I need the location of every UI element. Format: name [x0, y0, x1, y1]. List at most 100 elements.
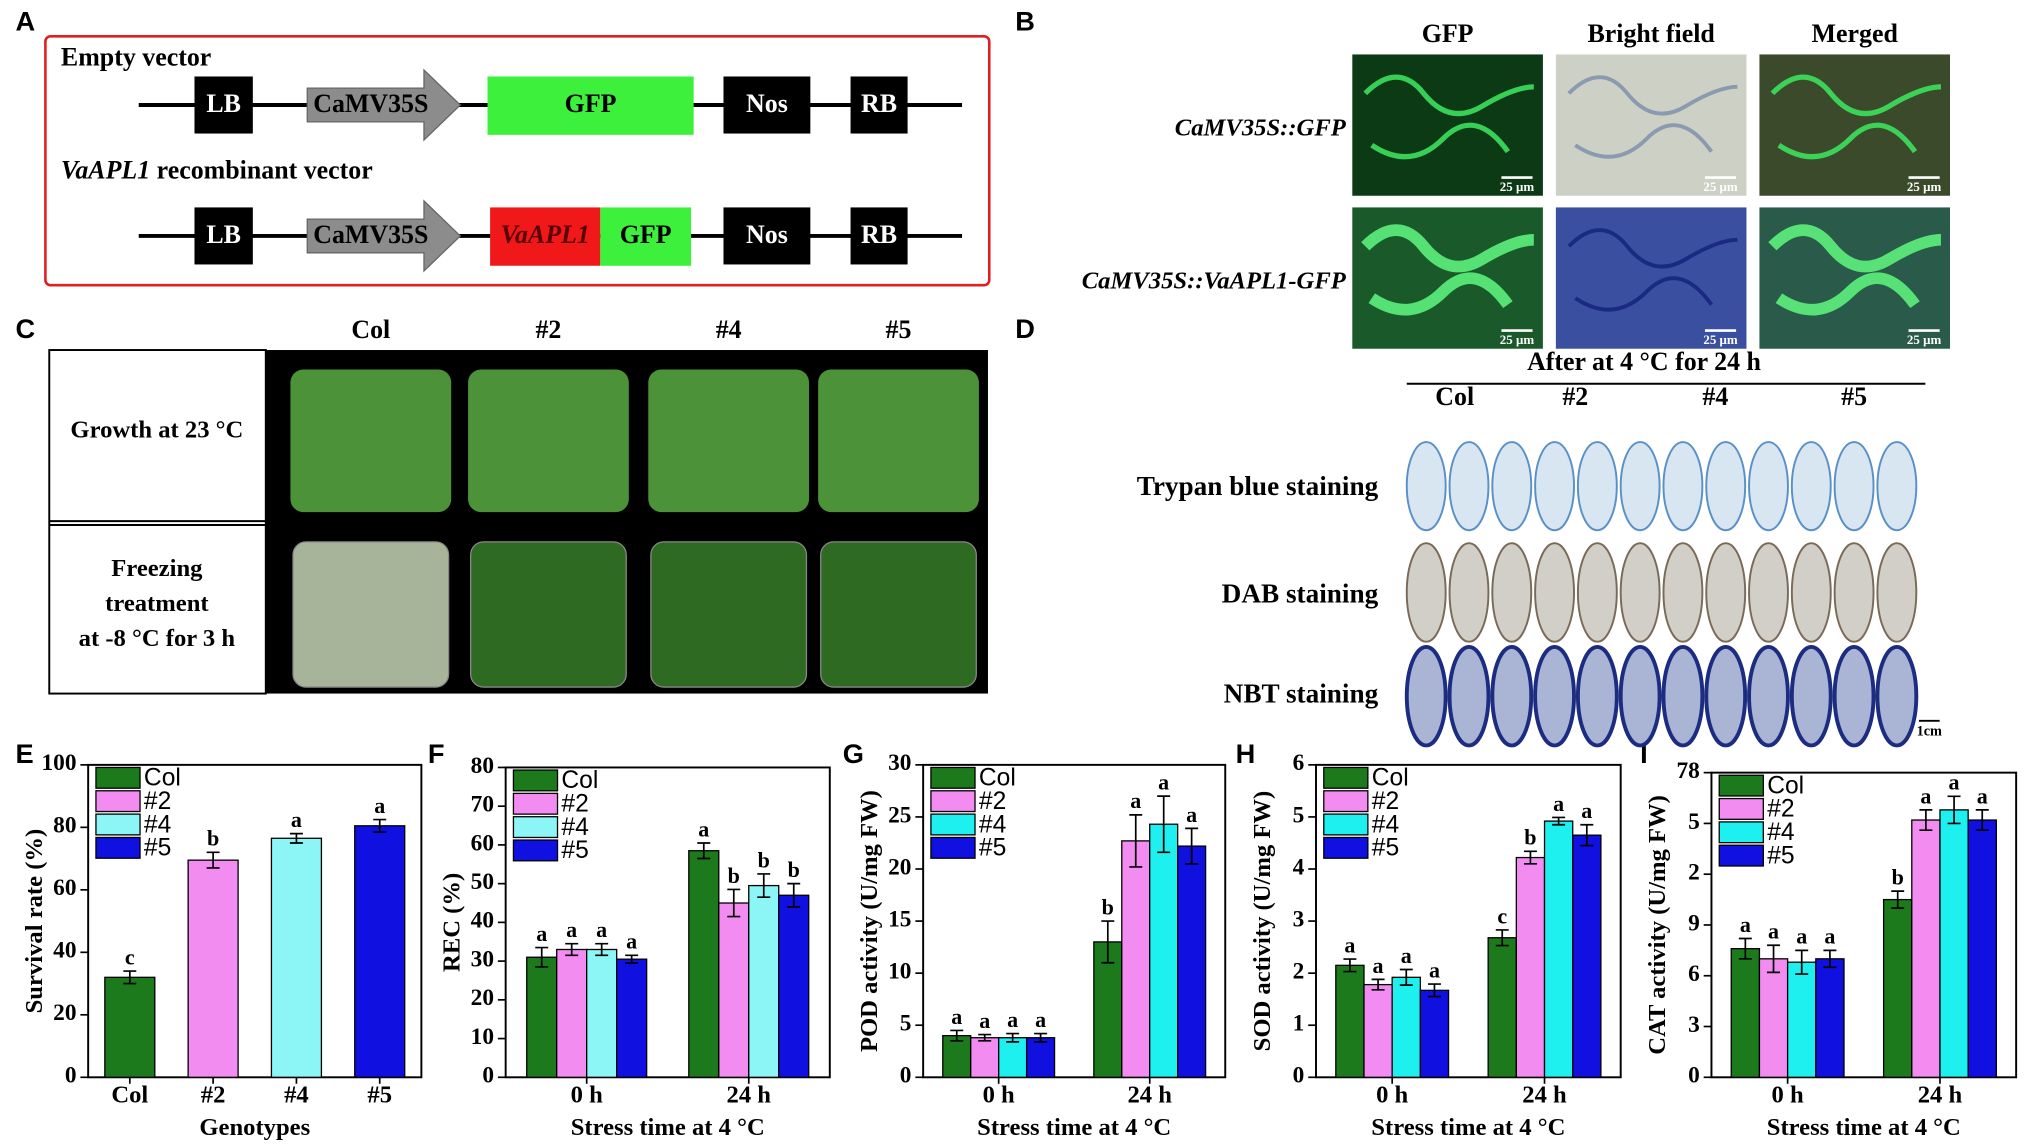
bar — [1391, 976, 1422, 1078]
legend-swatch — [512, 792, 559, 815]
scale-bar-label: 25 μm — [1703, 332, 1738, 347]
significance-letter: a — [1581, 798, 1592, 823]
leaf — [1448, 441, 1490, 532]
bar — [1025, 1037, 1056, 1078]
legend-swatch — [930, 790, 976, 813]
vector-element — [850, 76, 908, 134]
significance-letter: c — [1497, 903, 1507, 928]
legend-swatch — [1323, 790, 1369, 813]
promoter-arrow — [306, 68, 462, 142]
scale-bar-label: 25 μm — [1703, 179, 1738, 194]
legend-label: #4 — [1767, 819, 1794, 846]
vector-frame — [44, 35, 991, 287]
legend-label: Col — [561, 767, 598, 794]
leaf — [1404, 644, 1448, 748]
cell-outline — [1768, 224, 1942, 316]
error-bar — [289, 832, 303, 844]
error-bar — [1523, 850, 1537, 865]
row-label: CaMV35S::VaAPL1-GFP — [1082, 267, 1347, 294]
column-header: #5 — [1841, 382, 1867, 411]
leaf — [1533, 644, 1576, 748]
significance-letter: a — [626, 929, 637, 954]
bar — [1363, 983, 1393, 1078]
vector-element — [487, 76, 694, 135]
legend-swatch — [1718, 774, 1764, 797]
legend-swatch — [95, 766, 141, 789]
significance-letter: a — [1796, 924, 1807, 949]
micrograph — [1555, 54, 1747, 196]
legend-swatch — [512, 769, 559, 792]
y-tick-label: 0 — [900, 1063, 912, 1089]
leaf — [1448, 542, 1490, 643]
significance-letter: c — [125, 944, 135, 969]
column-header: #4 — [716, 315, 742, 344]
bar — [616, 958, 648, 1078]
bar — [718, 902, 750, 1078]
y-tick-label: 60 — [53, 875, 76, 901]
significance-letter: b — [1102, 894, 1114, 919]
legend-swatch — [1323, 813, 1369, 836]
leaf — [1534, 542, 1575, 643]
gene-name: VaAPL1 — [61, 155, 150, 184]
micrograph — [1759, 54, 1951, 196]
x-axis-label: Stress time at 4 °C — [977, 1114, 1171, 1141]
significance-letter: a — [1186, 802, 1197, 827]
legend-swatch — [1323, 766, 1369, 789]
legend-label: #4 — [979, 811, 1006, 838]
bar — [1758, 958, 1789, 1078]
element-label: RB — [861, 89, 897, 118]
y-tick-label: 25 — [888, 802, 911, 828]
bar — [104, 976, 156, 1078]
legend-label: Col — [1767, 772, 1804, 799]
significance-letter: a — [1429, 957, 1440, 982]
legend-swatch — [512, 839, 559, 862]
legend-label: #5 — [144, 835, 171, 862]
y-tick-label: 0 — [1293, 1063, 1305, 1089]
column-header: #4 — [1702, 382, 1728, 411]
y-tick-label: 60 — [471, 830, 494, 856]
error-bar — [757, 873, 771, 899]
y-tick-label: 15 — [888, 906, 911, 932]
legend-label: #2 — [1372, 788, 1399, 815]
legend-swatch — [95, 836, 141, 859]
y-tick-label: 0 — [65, 1063, 77, 1089]
significance-letter: b — [728, 863, 740, 888]
legend-label: #4 — [144, 811, 171, 838]
significance-letter: a — [698, 816, 709, 841]
plant-tray — [292, 541, 450, 688]
significance-letter: a — [1977, 783, 1988, 808]
leaf — [1833, 441, 1875, 532]
bar — [1939, 809, 1969, 1078]
element-label: GFP — [620, 220, 672, 249]
significance-letter: a — [1949, 770, 1960, 795]
significance-letter: a — [536, 921, 547, 946]
y-tick-label: 6 — [1688, 961, 1700, 987]
y-tick-label: 0 — [482, 1063, 494, 1089]
y-tick-label: 1 — [1293, 1011, 1305, 1037]
x-tick-label: 0 h — [983, 1081, 1015, 1108]
legend-label: #2 — [144, 788, 171, 815]
error-bar — [1034, 1032, 1048, 1043]
vector-element — [600, 207, 692, 266]
bar — [1815, 958, 1845, 1078]
y-tick-label: 10 — [471, 1024, 494, 1050]
x-tick-label: #4 — [284, 1081, 309, 1108]
legend-label: #4 — [1372, 811, 1399, 838]
legend-swatch — [1323, 836, 1369, 859]
promoter-arrow — [306, 199, 462, 273]
legend-label: #5 — [979, 835, 1006, 862]
panel-label: I — [1640, 738, 1648, 769]
legend-label: Col — [1372, 765, 1409, 792]
x-axis-label: Genotypes — [199, 1114, 310, 1141]
significance-letter: a — [1007, 1007, 1018, 1032]
x-tick-label: 0 h — [1772, 1081, 1804, 1108]
plot-frame — [87, 763, 423, 1079]
element-label: CaMV35S — [313, 220, 428, 249]
x-tick-label: 24 h — [1522, 1081, 1567, 1108]
error-bar — [1947, 795, 1961, 825]
legend-label: #5 — [561, 837, 588, 864]
x-tick-label: 24 h — [727, 1081, 772, 1108]
x-axis-label: Stress time at 4 °C — [1767, 1114, 1961, 1141]
